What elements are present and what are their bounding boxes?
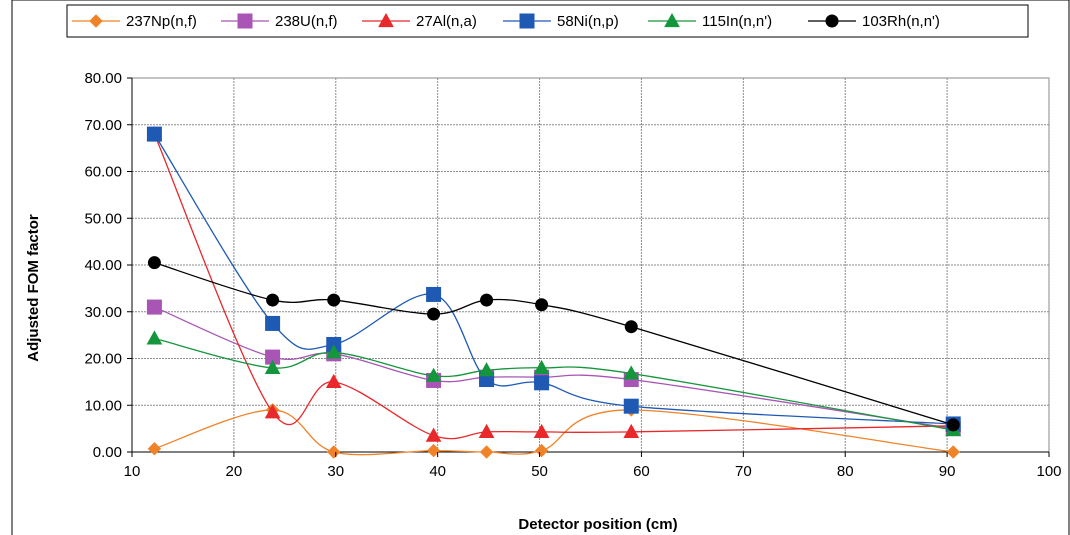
data-point [946, 418, 960, 432]
data-point [325, 373, 342, 388]
legend-entry: 115In(n,n') [648, 12, 772, 30]
legend-marker [378, 12, 394, 28]
x-tick-label: 80 [837, 463, 854, 480]
data-point [425, 427, 442, 442]
legend-marker [664, 12, 680, 28]
data-point [534, 443, 549, 458]
data-point [327, 293, 341, 307]
data-point [266, 293, 280, 307]
y-tick-label: 0.00 [93, 444, 122, 461]
y-axis-title: Adjusted FOM factor [25, 214, 42, 362]
data-point [426, 443, 441, 458]
plot-area [131, 77, 1050, 453]
x-tick-label: 90 [939, 463, 956, 480]
chart-frame [11, 0, 1070, 535]
x-tick-label: 10 [124, 463, 141, 480]
data-point [534, 375, 550, 391]
data-point [478, 423, 495, 438]
data-point [265, 315, 281, 331]
data-point [623, 423, 640, 438]
legend-marker [89, 14, 103, 28]
data-point [480, 293, 494, 307]
legend-entry: 103Rh(n,n') [808, 13, 940, 30]
data-point [533, 423, 550, 438]
y-tick-label: 50.00 [84, 210, 122, 227]
legend-marker [237, 13, 253, 29]
legend-label: 237Np(n,f) [126, 13, 197, 30]
data-point [623, 365, 640, 380]
data-point [427, 307, 441, 321]
x-tick-label: 70 [735, 463, 752, 480]
y-tick-label: 70.00 [84, 117, 122, 134]
legend-entry: 237Np(n,f) [72, 13, 197, 30]
legend-label: 103Rh(n,n') [862, 13, 940, 30]
data-point [146, 330, 163, 345]
data-point [425, 367, 442, 382]
series-5 [146, 330, 962, 437]
y-tick-label: 20.00 [84, 351, 122, 368]
legend-entry: 238U(n,f) [221, 13, 338, 30]
y-tick-label: 60.00 [84, 164, 122, 181]
data-point [264, 359, 281, 374]
x-tick-label: 30 [327, 463, 344, 480]
data-point [146, 299, 162, 315]
legend-label: 115In(n,n') [702, 13, 772, 30]
data-point [533, 359, 550, 374]
legend-label: 27Al(n,a) [416, 13, 477, 30]
data-point [535, 298, 549, 312]
data-point [327, 445, 341, 459]
data-point [478, 362, 495, 377]
data-point [624, 320, 638, 334]
legend-entry: 58Ni(n,p) [503, 13, 619, 30]
legend-entry: 27Al(n,a) [362, 12, 477, 30]
y-tick-label: 80.00 [84, 70, 122, 87]
x-axis-title: Detector position (cm) [518, 516, 677, 533]
data-point [479, 445, 494, 459]
data-point [946, 445, 960, 459]
x-tick-label: 60 [633, 463, 650, 480]
data-point [325, 344, 342, 359]
data-point [147, 442, 162, 456]
legend-label: 238U(n,f) [275, 13, 338, 30]
x-tick-label: 40 [429, 463, 446, 480]
y-tick-label: 40.00 [84, 257, 122, 274]
series-6 [147, 256, 960, 432]
data-point [146, 126, 162, 142]
y-tick-label: 30.00 [84, 304, 122, 321]
data-point [623, 398, 639, 414]
y-tick-label: 10.00 [84, 397, 122, 414]
legend-marker [825, 14, 839, 28]
data-point [264, 404, 281, 419]
legend-label: 58Ni(n,p) [557, 13, 619, 30]
x-tick-label: 50 [531, 463, 548, 480]
x-tick-label: 20 [226, 463, 243, 480]
data-point [147, 256, 161, 270]
data-point [426, 286, 442, 302]
legend-marker [519, 13, 535, 29]
x-tick-label: 100 [1036, 463, 1061, 480]
series-line [153, 133, 954, 440]
